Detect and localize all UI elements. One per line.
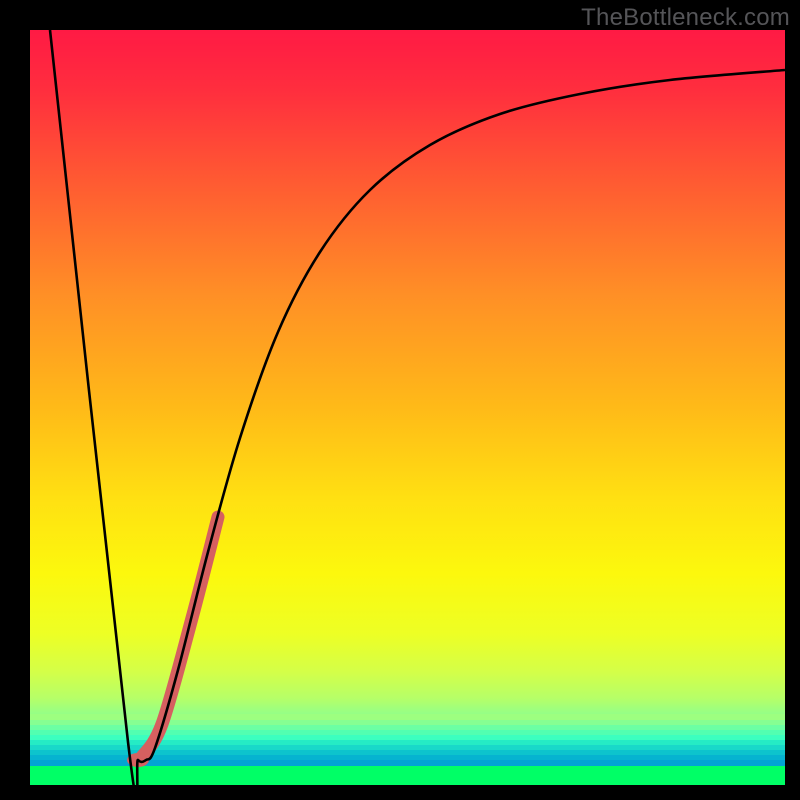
chart-outer: TheBottleneck.com bbox=[0, 0, 800, 800]
plot-area bbox=[30, 30, 785, 785]
main-curve-line bbox=[50, 30, 785, 785]
watermark-text: TheBottleneck.com bbox=[581, 4, 790, 32]
curves-svg bbox=[30, 30, 785, 785]
